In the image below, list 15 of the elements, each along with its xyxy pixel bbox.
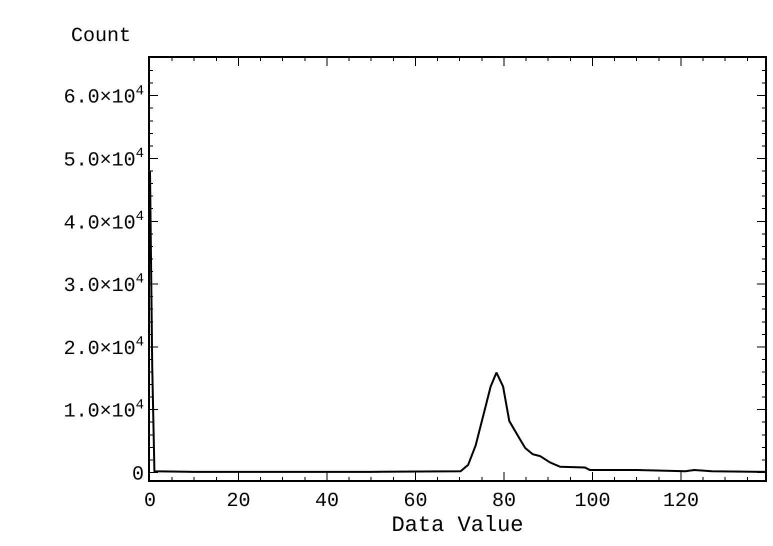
y-tick-label: 3.0×10$^{4}$ bbox=[64, 272, 144, 298]
x-tick-label: 80 bbox=[492, 490, 516, 513]
x-axis-title: Data Value bbox=[391, 513, 524, 538]
y-axis-title: Count bbox=[71, 25, 132, 48]
y-tick-label: 5.0×10$^{4}$ bbox=[64, 146, 144, 172]
y-tick-label: 6.0×10$^{4}$ bbox=[64, 83, 144, 110]
x-tick-label: 100 bbox=[574, 490, 610, 513]
y-tick-label: 0 bbox=[132, 463, 144, 486]
x-tick-label: 120 bbox=[662, 490, 699, 513]
x-tick-label: 20 bbox=[226, 490, 250, 513]
x-tick-label: 60 bbox=[403, 490, 428, 513]
y-tick-label: 1.0×10$^{4}$ bbox=[64, 397, 144, 424]
y-tick-label: 4.0×10$^{4}$ bbox=[64, 208, 144, 236]
x-tick-label: 40 bbox=[314, 490, 339, 513]
y-tick-label: 2.0×10$^{4}$ bbox=[64, 334, 144, 361]
